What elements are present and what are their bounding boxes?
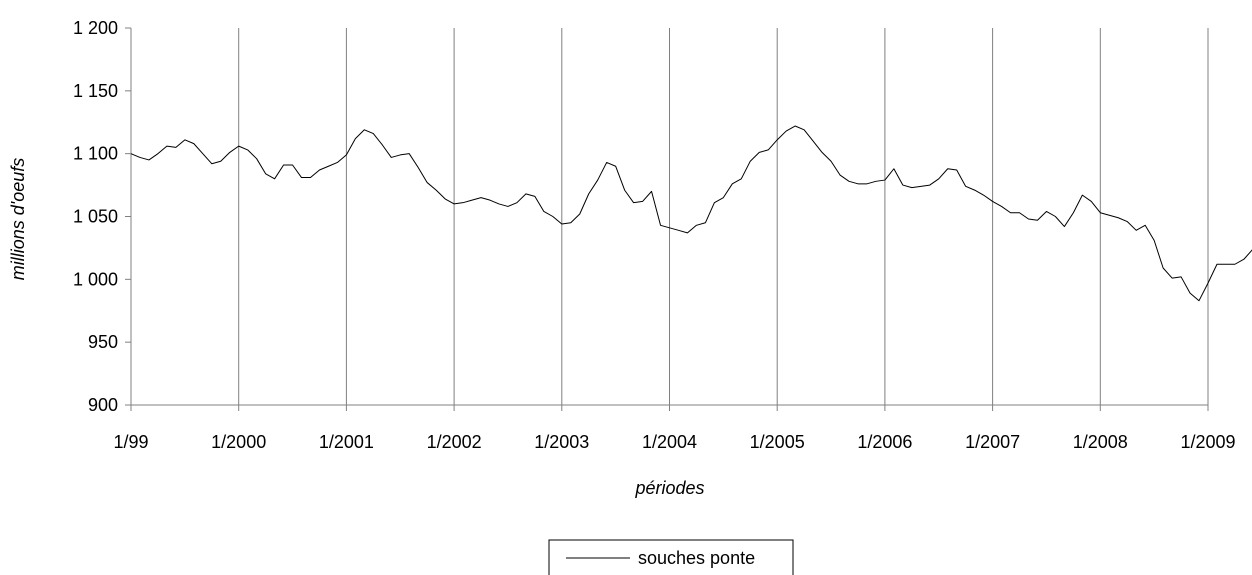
x-tick-label-6: 1/2005 bbox=[750, 432, 805, 452]
x-axis-title: périodes bbox=[634, 478, 704, 498]
x-tick-label-4: 1/2003 bbox=[534, 432, 589, 452]
x-tick-label-5: 1/2004 bbox=[642, 432, 697, 452]
y-tick-label-4: 1 100 bbox=[73, 144, 118, 164]
y-tick-label-6: 1 200 bbox=[73, 18, 118, 38]
series-line-souches-ponte bbox=[130, 125, 1252, 302]
x-tick-label-7: 1/2006 bbox=[857, 432, 912, 452]
x-tick-label-3: 1/2002 bbox=[427, 432, 482, 452]
vertical-grid bbox=[238, 28, 1209, 405]
y-tick-label-5: 1 150 bbox=[73, 81, 118, 101]
x-tick-label-2: 1/2001 bbox=[319, 432, 374, 452]
y-tick-label-2: 1 000 bbox=[73, 269, 118, 289]
axes bbox=[125, 27, 1209, 411]
y-tick-label-3: 1 050 bbox=[73, 207, 118, 227]
y-tick-label-0: 900 bbox=[88, 395, 118, 415]
x-tick-label-8: 1/2007 bbox=[965, 432, 1020, 452]
x-tick-label-10: 1/2009 bbox=[1180, 432, 1235, 452]
legend-label-souches-ponte: souches ponte bbox=[638, 548, 755, 568]
series-layer bbox=[130, 125, 1252, 302]
x-tick-label-9: 1/2008 bbox=[1073, 432, 1128, 452]
y-tick-label-1: 950 bbox=[88, 332, 118, 352]
x-tick-label-0: 1/99 bbox=[113, 432, 148, 452]
x-tick-label-1: 1/2000 bbox=[211, 432, 266, 452]
legend: souches ponte bbox=[548, 539, 794, 575]
tick-labels: 1/99 1/2000 1/2001 1/2002 1/2003 1/2004 1/2005… bbox=[73, 18, 1236, 452]
y-axis-title: millions d'oeufs bbox=[8, 158, 28, 281]
